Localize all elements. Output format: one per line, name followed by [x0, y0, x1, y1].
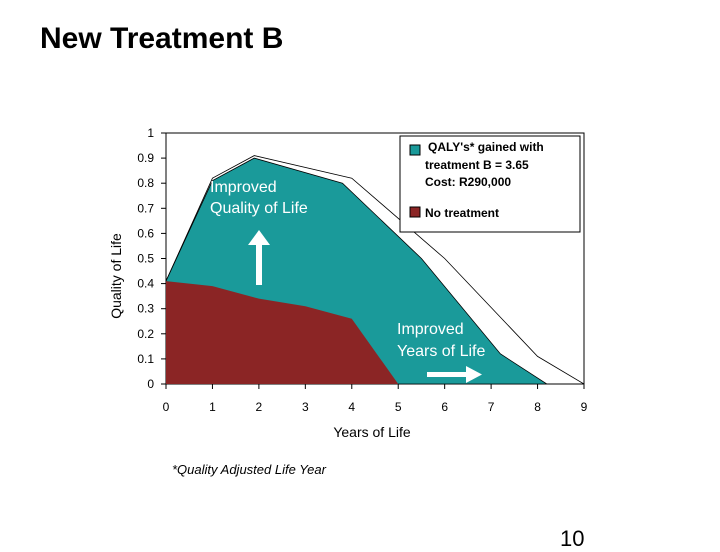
- x-tick-label: 9: [581, 400, 588, 414]
- treatment-outline-line: [165, 155, 585, 385]
- legend-swatch-treatment: [409, 144, 421, 156]
- y-tick-label: 0.2: [137, 327, 154, 341]
- y-tick-label: 0.6: [137, 226, 154, 240]
- annotation-quality-line-2: Quality of Life: [210, 200, 308, 217]
- x-tick-label: 7: [488, 400, 495, 414]
- x-tick-label: 4: [348, 400, 355, 414]
- x-tick-label: 0: [163, 400, 170, 414]
- y-tick-label: 0.3: [137, 302, 154, 316]
- y-tick-label: 0.4: [137, 277, 154, 291]
- y-tick-label: 1: [147, 126, 154, 140]
- y-tick-label: 0: [147, 377, 154, 391]
- y-tick-label: 0.9: [137, 151, 154, 165]
- slide-title: New Treatment B: [40, 22, 284, 55]
- x-tick-label: 1: [209, 400, 216, 414]
- annotation-years-line-2: Years of Life: [397, 343, 485, 360]
- x-axis-label: Years of Life: [333, 424, 411, 440]
- y-tick-label: 0.5: [137, 252, 154, 266]
- footnote: *Quality Adjusted Life Year: [172, 462, 326, 477]
- y-tick-label: 0.7: [137, 201, 154, 215]
- x-tick-label: 6: [441, 400, 448, 414]
- page-number: 10: [560, 526, 585, 551]
- y-tick-label: 0.1: [137, 352, 154, 366]
- x-tick-label: 8: [534, 400, 541, 414]
- legend-treatment-line-3: Cost: R290,000: [425, 175, 511, 189]
- legend-box: [399, 135, 581, 233]
- x-tick-label: 5: [395, 400, 402, 414]
- legend-treatment-line-2: treatment B = 3.65: [425, 158, 529, 172]
- legend-no-treatment: No treatment: [425, 206, 499, 220]
- y-tick-label: 0.8: [137, 176, 154, 190]
- y-axis-label: Quality of Life: [108, 233, 124, 319]
- legend: QALY's* gained with treatment B = 3.65 C…: [399, 135, 581, 233]
- annotation-years-line-1: Improved: [397, 321, 464, 338]
- arrow-up-icon: [248, 230, 270, 285]
- chart: 00.10.20.30.40.50.60.70.80.910 1 2 3 4 5 6 7 8 9 …: [108, 126, 588, 440]
- area-no-treatment: [166, 281, 399, 384]
- x-tick-label: 2: [256, 400, 263, 414]
- legend-treatment-line-1: QALY's* gained with: [428, 140, 544, 154]
- x-tick-label: 3: [302, 400, 309, 414]
- legend-swatch-no-treatment: [409, 206, 421, 218]
- arrow-right-icon: [427, 366, 482, 383]
- annotation-quality-line-1: Improved: [210, 179, 277, 196]
